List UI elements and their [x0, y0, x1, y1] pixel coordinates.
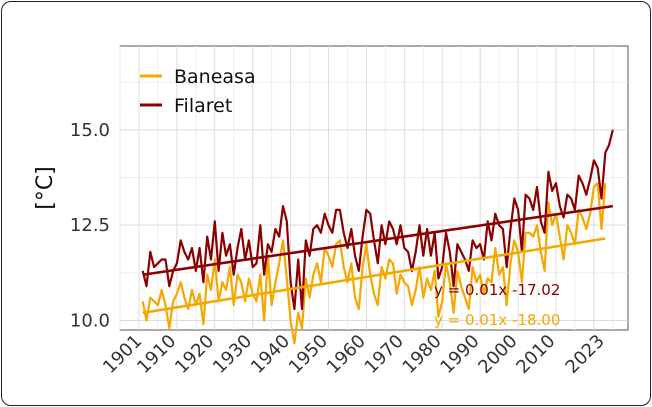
y-axis-label: [°C]	[33, 166, 58, 210]
trend-equation-filaret: y = 0.01x -17.02	[434, 281, 560, 299]
trend-line-baneasa	[142, 237, 606, 315]
x-tick-label: 1930	[209, 331, 256, 378]
x-tick-label: 1990	[436, 331, 483, 378]
trend-equation-baneasa: y = 0.01x -18.00	[434, 311, 560, 329]
x-tick-label: 1901	[99, 331, 146, 378]
x-tick-label: 1940	[247, 331, 294, 378]
x-tick-label: 1920	[171, 331, 218, 378]
y-tick-label: 10.0	[70, 310, 110, 331]
x-tick-label: 1950	[285, 331, 332, 378]
x-tick-label: 2000	[474, 331, 521, 378]
x-tick-label: 2023	[562, 331, 609, 378]
x-tick-label: 1910	[133, 331, 180, 378]
series-line-filaret	[141, 129, 614, 311]
x-tick-label: 1960	[323, 331, 370, 378]
y-tick-label: 15.0	[70, 120, 110, 141]
plot-area	[119, 45, 629, 331]
trend-line-filaret	[142, 204, 614, 277]
legend-label-filaret: Filaret	[174, 95, 232, 117]
x-tick-label: 1980	[399, 331, 446, 378]
x-tick-label: 2010	[512, 331, 559, 378]
legend: Baneasa Filaret	[140, 66, 256, 117]
x-tick-label: 1970	[361, 331, 408, 378]
y-tick-label: 12.5	[70, 215, 110, 236]
series-line-baneasa	[141, 182, 607, 345]
legend-label-baneasa: Baneasa	[174, 66, 256, 88]
